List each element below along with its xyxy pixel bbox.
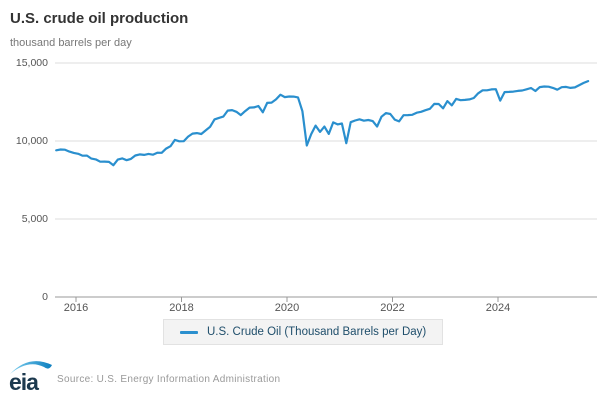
legend: U.S. Crude Oil (Thousand Barrels per Day… — [163, 319, 444, 345]
y-axis-label: 10,000 — [15, 135, 48, 147]
eia-logo-swoosh-icon — [10, 361, 52, 374]
x-axis-label: 2024 — [485, 302, 511, 314]
eia-logo-text: eia — [9, 369, 39, 395]
legend-item-crude-oil[interactable]: U.S. Crude Oil (Thousand Barrels per Day… — [180, 326, 426, 338]
y-axis-units-label: thousand barrels per day — [10, 37, 132, 49]
x-axis-label: 2020 — [274, 302, 300, 314]
chart-title: U.S. crude oil production — [10, 10, 189, 27]
crude-oil-production-line — [55, 80, 590, 167]
x-axis-ticks — [75, 297, 499, 302]
legend-series-label: U.S. Crude Oil (Thousand Barrels per Day… — [207, 326, 427, 338]
x-axis-label: 2018 — [169, 302, 194, 314]
y-axis-label: 15,000 — [15, 57, 48, 69]
eia-logo: eia — [9, 361, 52, 395]
series-color-swatch — [180, 330, 198, 334]
y-axis-label: 0 — [42, 291, 48, 303]
gridlines — [55, 62, 597, 298]
x-axis-label: 2022 — [380, 302, 405, 314]
source-attribution: Source: U.S. Energy Information Administ… — [57, 374, 281, 385]
y-axis-label: 5,000 — [21, 213, 48, 225]
x-axis-label: 2016 — [63, 302, 89, 314]
